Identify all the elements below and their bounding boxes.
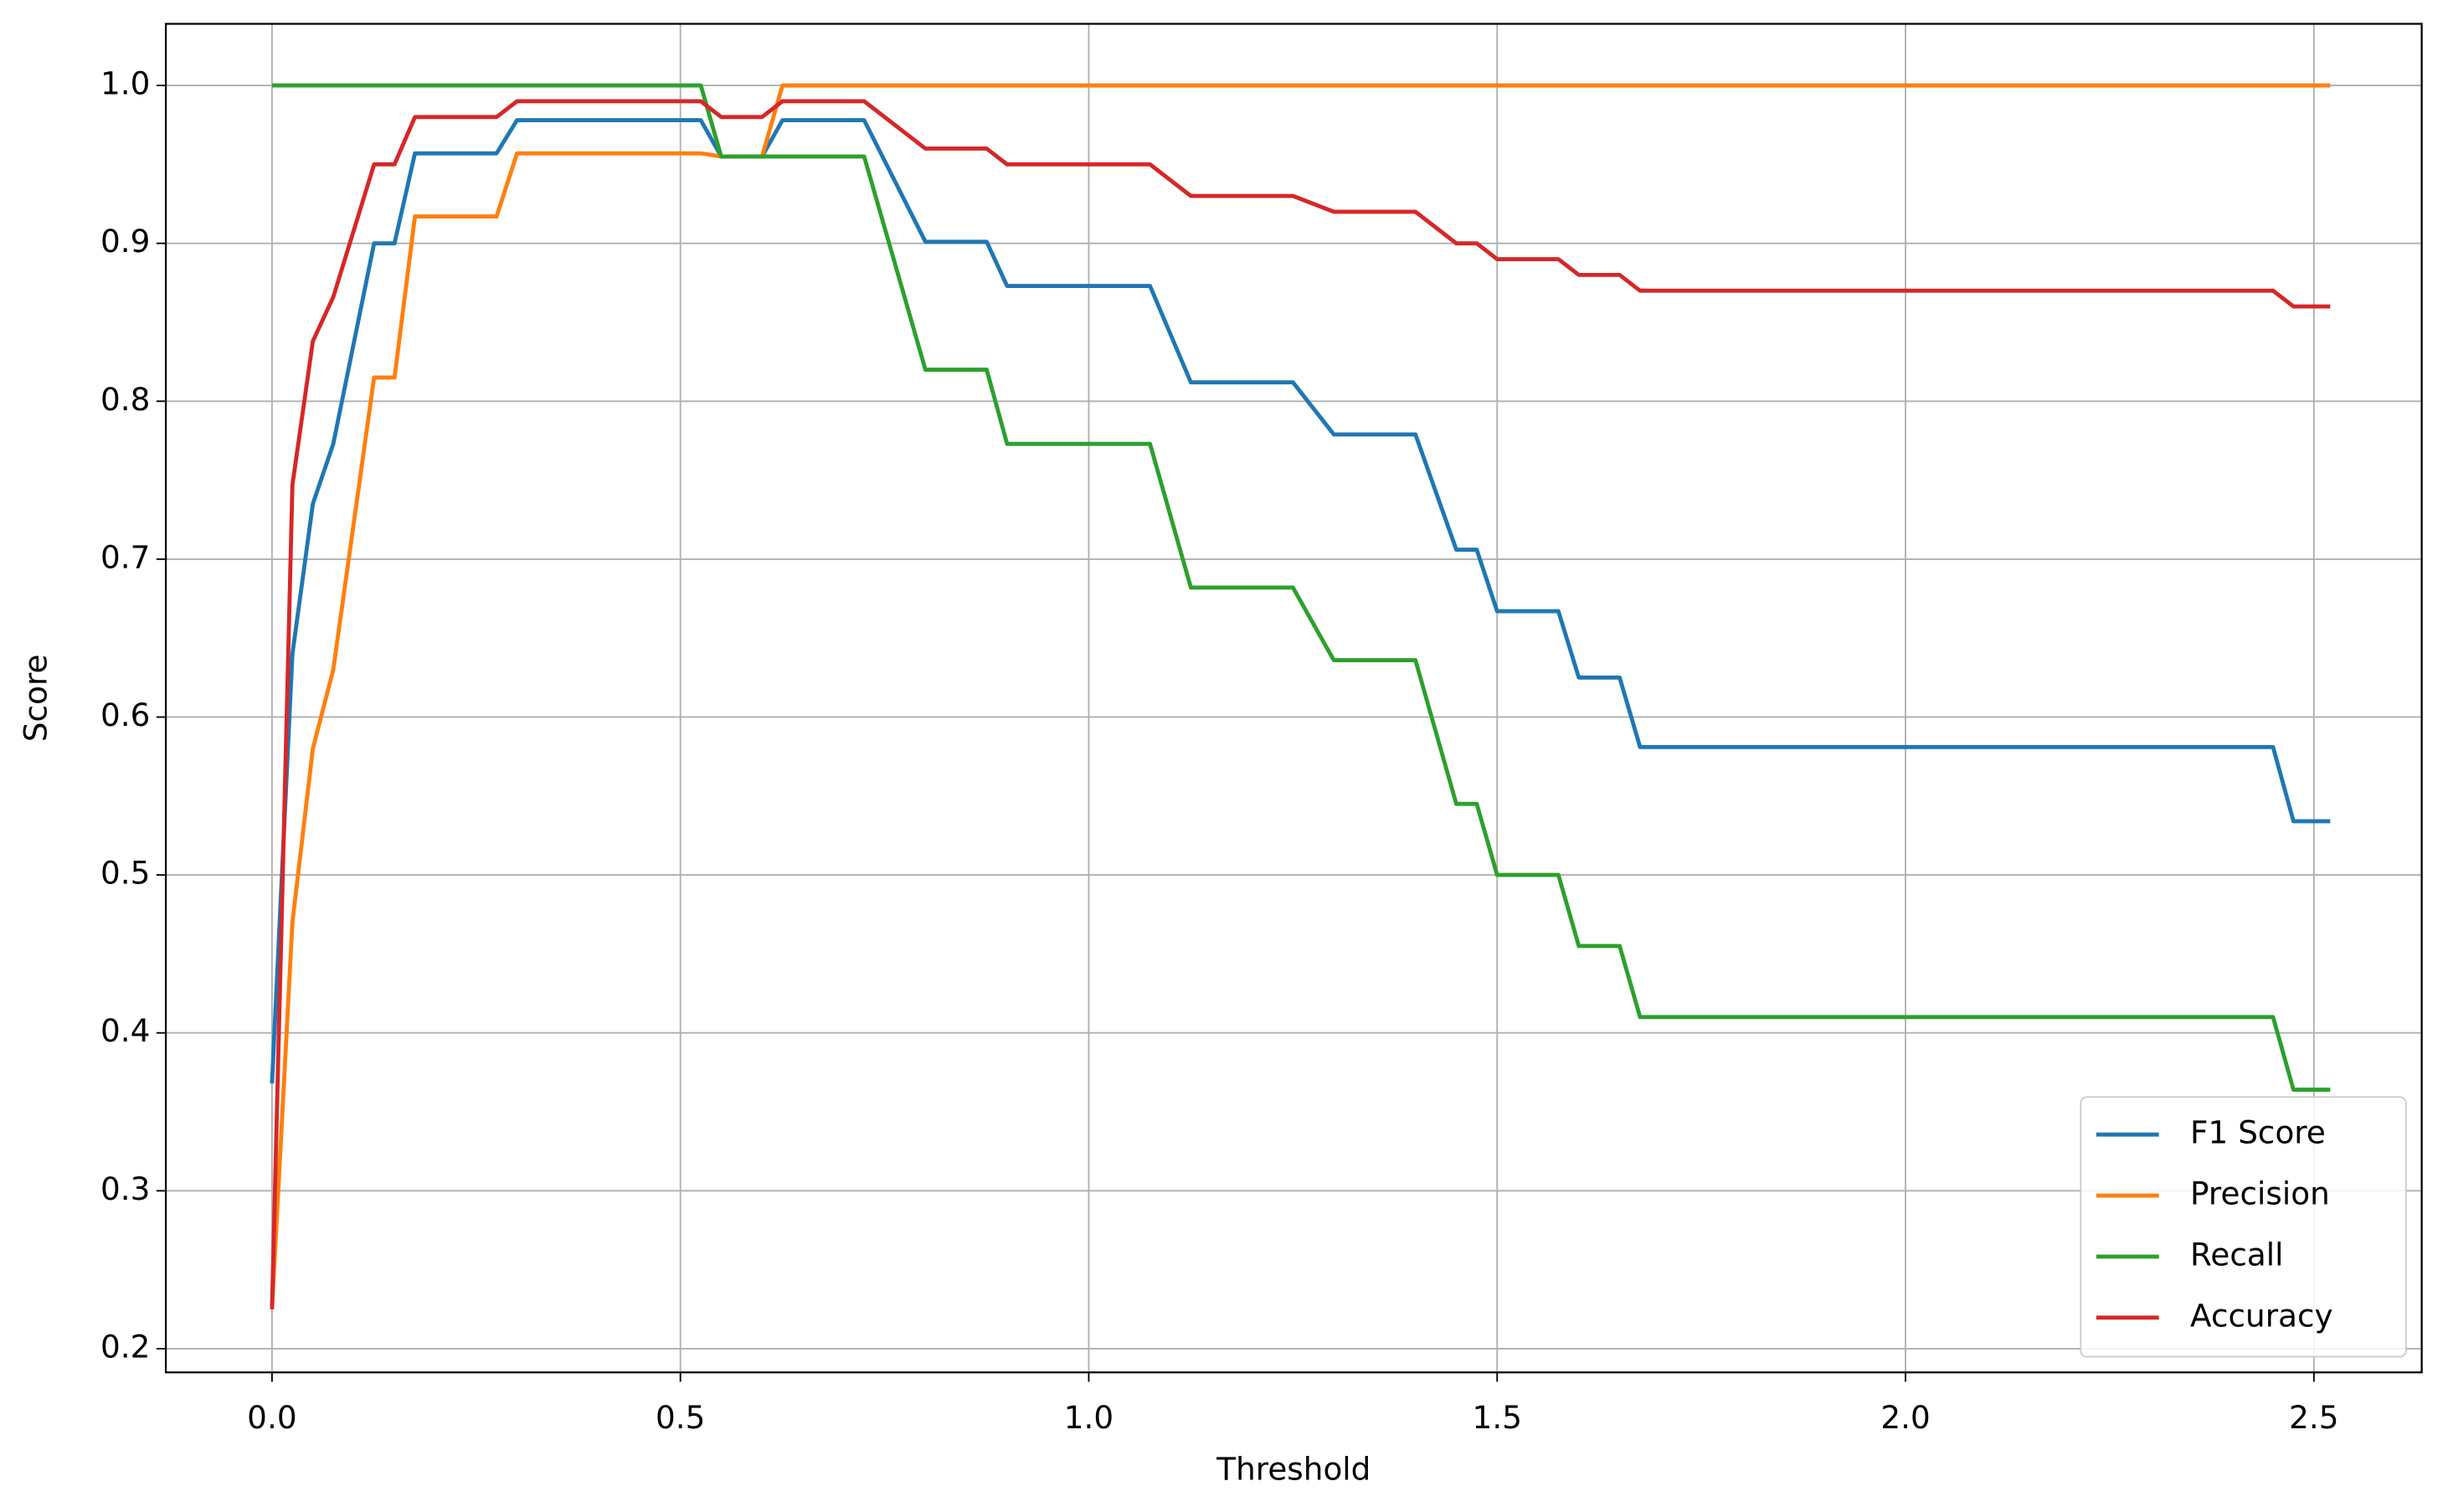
series-line <box>270 83 2331 1309</box>
x-tick-label: 1.0 <box>1064 1399 1113 1436</box>
y-tick-label: 1.0 <box>100 65 150 102</box>
legend-box <box>2080 1096 2407 1358</box>
x-tick-label: 0.0 <box>247 1399 296 1436</box>
y-tick-label: 0.9 <box>100 223 150 260</box>
y-tick-label: 0.8 <box>100 381 150 418</box>
legend-label: Accuracy <box>2190 1297 2333 1334</box>
x-tick-label: 1.5 <box>1473 1399 1522 1436</box>
x-tick-label: 2.0 <box>1880 1399 1930 1436</box>
series-line <box>270 118 2331 1084</box>
y-tick-label: 0.7 <box>100 538 150 575</box>
y-tick-label: 0.4 <box>100 1012 150 1049</box>
x-axis-label: Threshold <box>1216 1450 1370 1487</box>
plot-frame <box>164 23 2423 1374</box>
y-tick-label: 0.3 <box>100 1170 150 1207</box>
legend-label: F1 Score <box>2190 1114 2326 1151</box>
legend-label: Precision <box>2190 1175 2330 1212</box>
series-line <box>270 99 2331 1309</box>
x-tick-label: 0.5 <box>656 1399 705 1436</box>
y-axis-label: Score <box>17 655 54 743</box>
legend-label: Recall <box>2190 1236 2283 1273</box>
x-tick-label: 2.5 <box>2289 1399 2338 1436</box>
y-tick-label: 0.5 <box>100 855 150 892</box>
y-tick-label: 0.6 <box>100 697 150 733</box>
series-line <box>271 83 2331 1093</box>
y-tick-label: 0.2 <box>100 1328 150 1365</box>
